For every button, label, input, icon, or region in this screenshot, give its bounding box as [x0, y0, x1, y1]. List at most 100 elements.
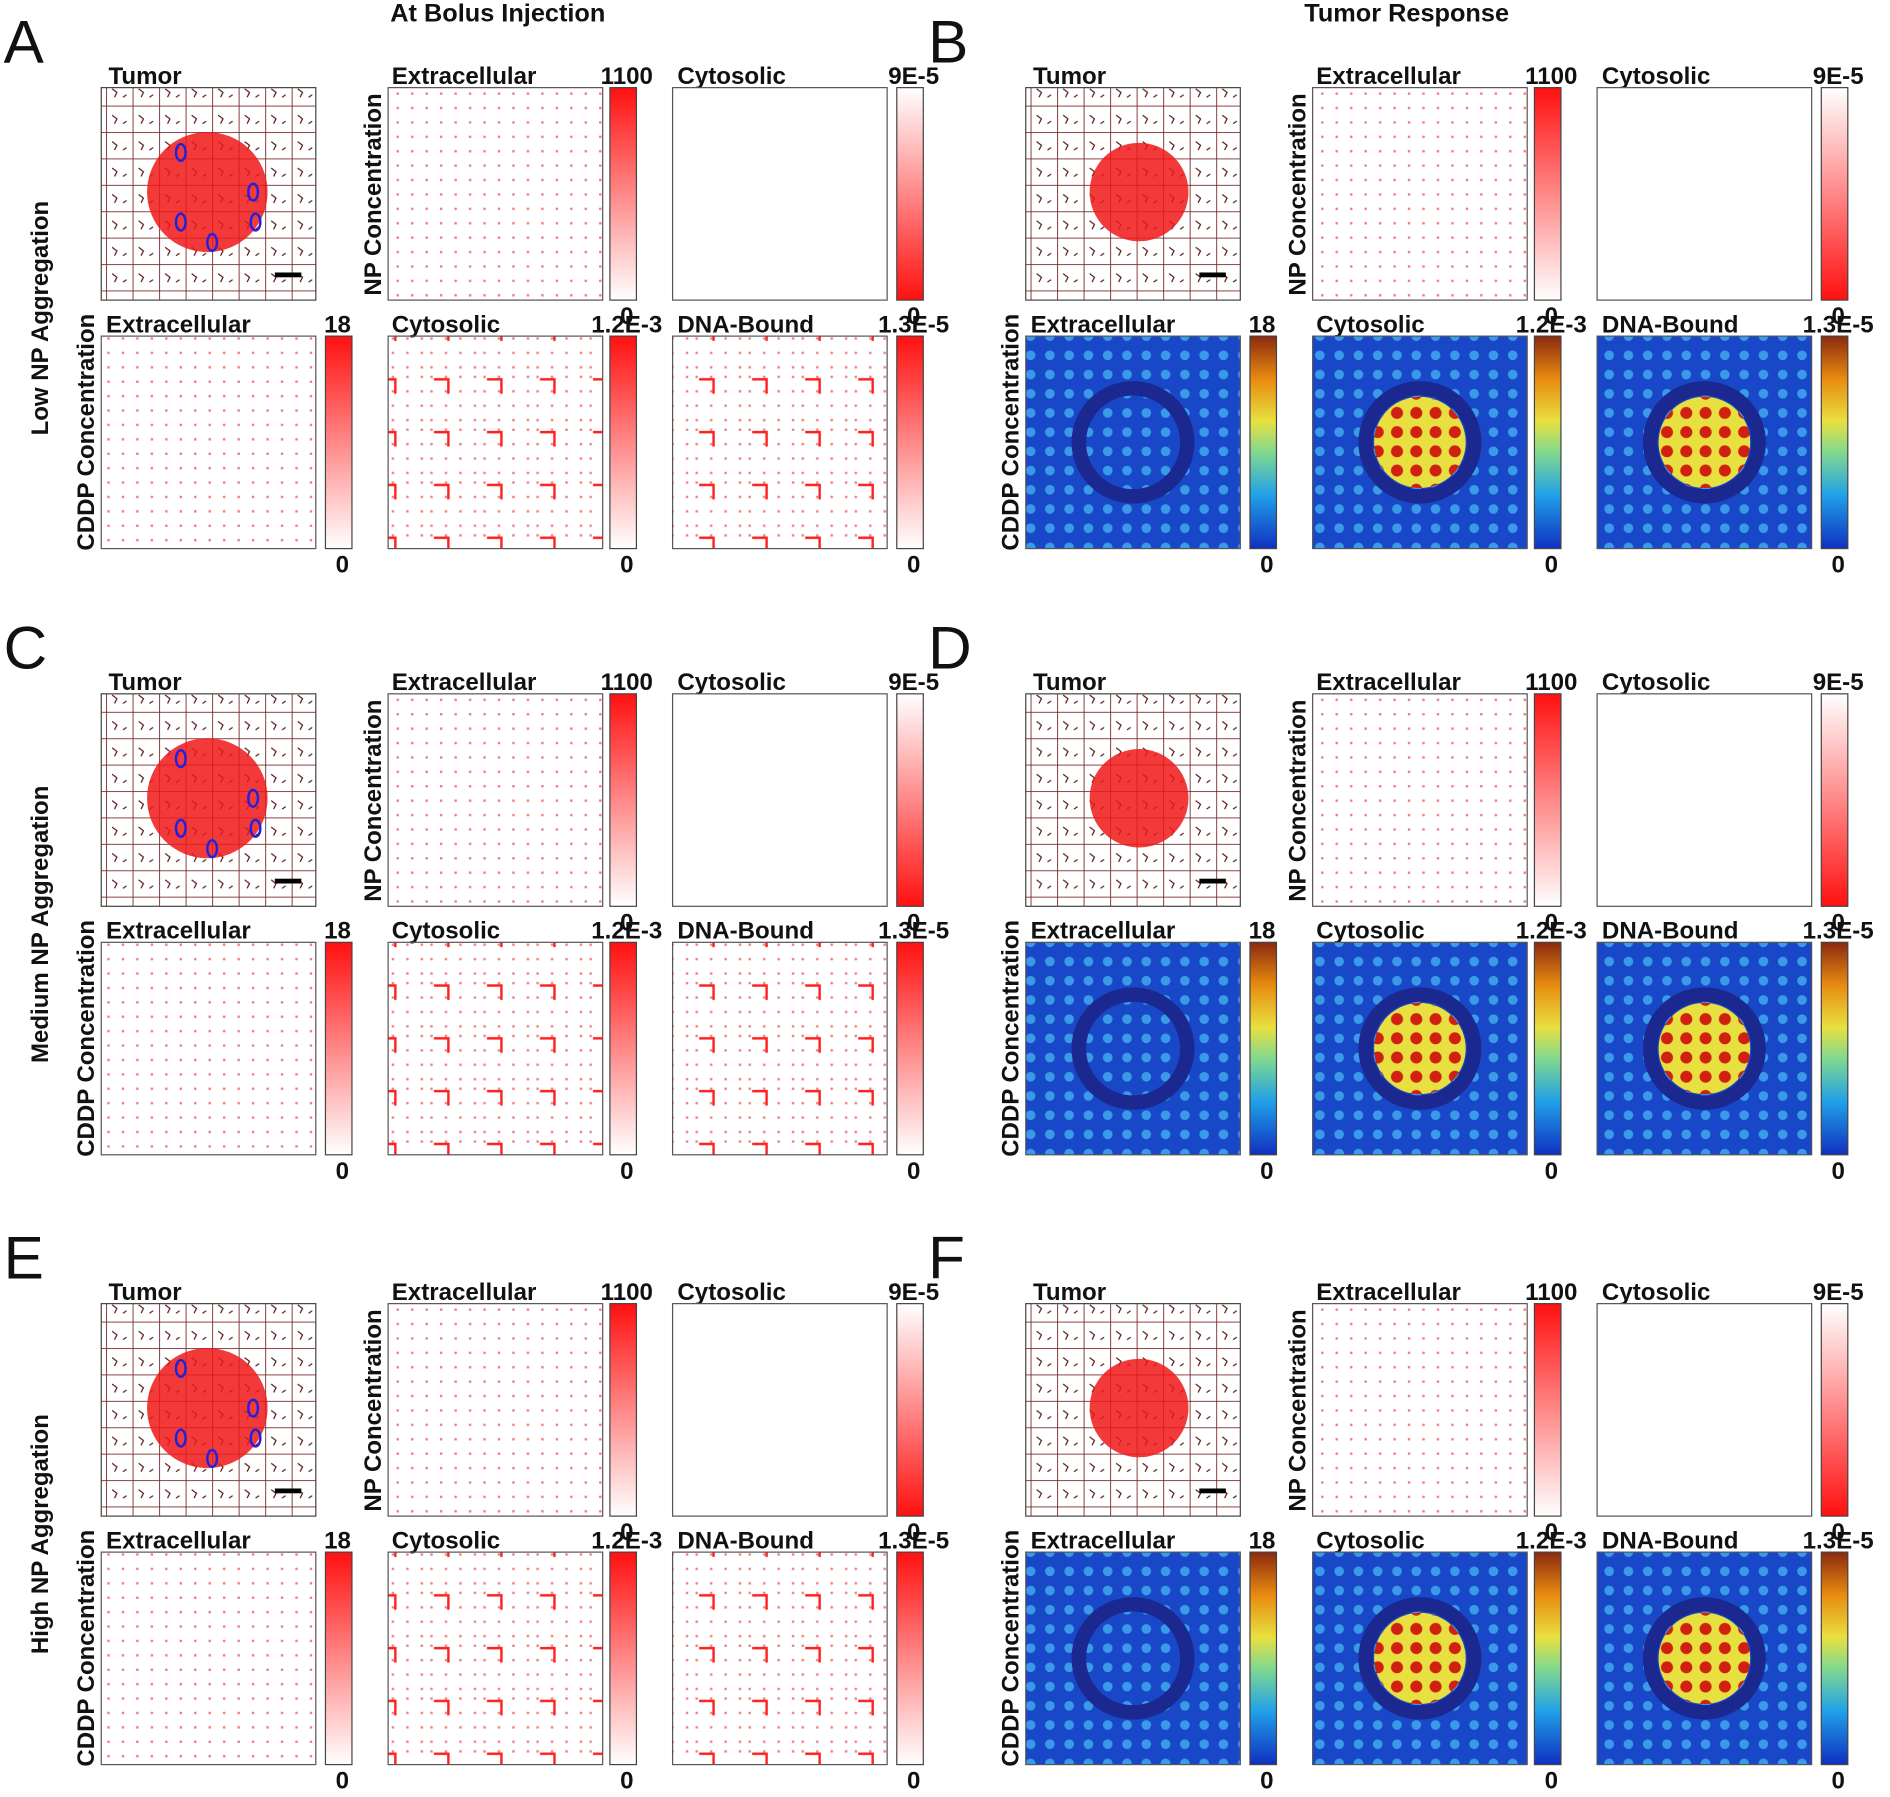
axis-label: CDDP Concentration — [73, 314, 100, 551]
colorbar-max: 9E-5 — [888, 669, 939, 696]
panel-letter: D — [928, 615, 972, 682]
tumor-ring — [1358, 987, 1482, 1110]
plot-title: Extracellular — [1316, 63, 1461, 90]
colorbar — [324, 941, 353, 1156]
plot-title: Extracellular — [106, 918, 251, 945]
colorbar-min: 0 — [907, 909, 920, 936]
heatmap — [671, 693, 888, 907]
colorbar-min: 0 — [1260, 1768, 1273, 1795]
heatmap — [387, 1551, 604, 1766]
colorbar — [896, 1551, 924, 1766]
colorbar-max: 18 — [324, 918, 351, 945]
plot-title: DNA-Bound — [677, 312, 814, 339]
colorbar — [609, 335, 638, 550]
heatmap — [387, 941, 604, 1156]
colorbar — [896, 693, 924, 907]
plot-title: Tumor — [1033, 1279, 1106, 1306]
plot-title: Cytosolic — [1316, 918, 1424, 945]
hot-core — [1658, 1002, 1751, 1095]
scale-bar — [1199, 272, 1226, 278]
heatmap — [100, 335, 317, 550]
plot-title: DNA-Bound — [677, 918, 814, 945]
plot-title: Extracellular — [106, 312, 251, 339]
colorbar — [896, 941, 924, 1156]
colorbar — [1820, 693, 1849, 907]
heatmap — [387, 87, 604, 301]
colorbar — [324, 335, 353, 550]
axis-label: NP Concentration — [1284, 1309, 1311, 1511]
row-label: High NP Aggregation — [27, 1414, 54, 1654]
plot-title: Tumor — [108, 1279, 181, 1306]
panel: E High NP Aggregation Tumor NP Concentratio… — [4, 1225, 950, 1795]
column-header: Tumor Response — [1304, 0, 1509, 28]
tumor-ring — [1071, 1597, 1195, 1720]
plot-title: Cytosolic — [1316, 312, 1424, 339]
axis-label: CDDP Concentration — [73, 920, 100, 1157]
colorbar-max: 1100 — [1525, 63, 1577, 90]
colorbar-max: 9E-5 — [1813, 1279, 1864, 1306]
panel-letter: A — [4, 9, 44, 76]
tumor — [1089, 1358, 1189, 1458]
colorbar — [896, 87, 924, 301]
colorbar-max: 1100 — [1525, 669, 1577, 696]
scale-bar — [274, 878, 302, 884]
panel: F Tumor NP Concentration CDDP Concentration… — [928, 1225, 1874, 1795]
colorbar-min: 0 — [336, 552, 349, 579]
plot-title: Cytosolic — [392, 312, 500, 339]
colorbar-max: 1100 — [1525, 1279, 1577, 1306]
tumor-ring — [1642, 381, 1766, 504]
colorbar-min: 0 — [1260, 552, 1273, 579]
colorbar-min: 0 — [1831, 1519, 1844, 1546]
cell — [247, 788, 260, 808]
colorbar — [609, 693, 638, 907]
plot-title: Cytosolic — [392, 1528, 500, 1555]
colorbar — [1533, 335, 1562, 550]
tumor-ring — [1642, 987, 1766, 1110]
plot-title: Cytosolic — [677, 669, 785, 696]
tumor-ring — [1642, 1597, 1766, 1720]
cell — [247, 1398, 260, 1418]
colorbar-max: 18 — [324, 312, 351, 339]
colorbar-min: 0 — [620, 1158, 633, 1185]
cell — [249, 818, 262, 838]
plot-title: Cytosolic — [392, 918, 500, 945]
colorbar — [896, 335, 924, 550]
colorbar — [609, 87, 638, 301]
colorbar-min: 0 — [907, 1158, 920, 1185]
heatmap — [1596, 87, 1813, 301]
heatmap — [1025, 941, 1241, 1156]
colorbar — [1533, 693, 1562, 907]
heatmap — [671, 87, 888, 301]
plot-title: Tumor — [1033, 669, 1106, 696]
heatmap — [387, 1303, 604, 1517]
plot-title: Cytosolic — [1602, 669, 1710, 696]
plot-title: DNA-Bound — [1602, 1528, 1739, 1555]
axis-label: CDDP Concentration — [997, 314, 1024, 551]
cell — [206, 232, 219, 253]
heatmap — [100, 941, 317, 1156]
colorbar-min: 0 — [1545, 1768, 1558, 1795]
heatmap — [1312, 1303, 1528, 1517]
plot-title: DNA-Bound — [677, 1528, 814, 1555]
scale-bar — [274, 1488, 302, 1494]
colorbar — [1820, 87, 1849, 301]
colorbar-max: 1.2E-3 — [1516, 312, 1587, 339]
plot-title: DNA-Bound — [1602, 918, 1739, 945]
scale-bar — [274, 272, 302, 278]
cell — [249, 212, 262, 232]
cell — [174, 818, 187, 838]
colorbar-max: 1100 — [601, 669, 653, 696]
tumor-ring — [1071, 987, 1195, 1110]
plot-title: Tumor — [108, 669, 181, 696]
plot-title: DNA-Bound — [1602, 312, 1739, 339]
axis-label: CDDP Concentration — [997, 1530, 1024, 1767]
heatmap — [387, 335, 604, 550]
colorbar-max: 1.2E-3 — [1516, 918, 1587, 945]
colorbar-min: 0 — [620, 552, 633, 579]
colorbar-max: 1.3E-5 — [878, 1528, 949, 1555]
colorbar-max: 1.2E-3 — [1516, 1528, 1587, 1555]
colorbar-max: 18 — [324, 1528, 351, 1555]
plot-title: Extracellular — [392, 63, 537, 90]
colorbar — [1249, 941, 1278, 1156]
